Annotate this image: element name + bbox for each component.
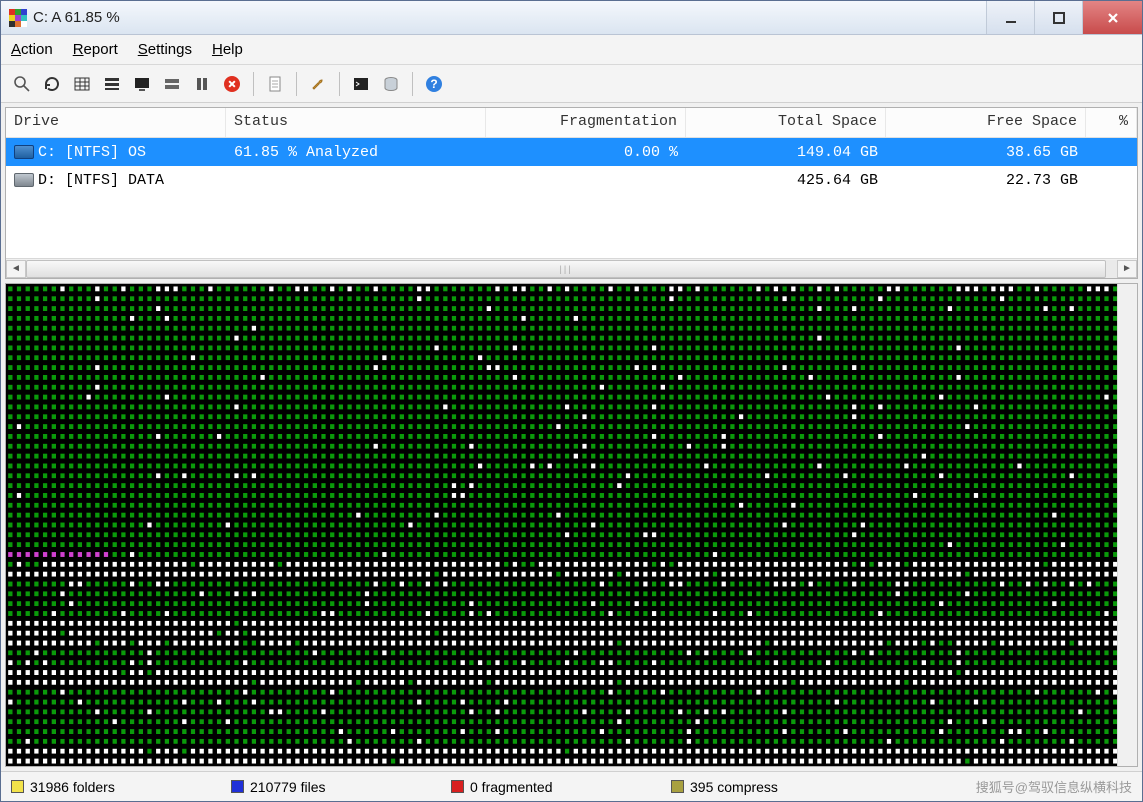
menubar: Action Report Settings Help — [1, 35, 1142, 65]
page-icon[interactable] — [262, 71, 288, 97]
folders-color-icon — [11, 780, 24, 793]
drive-icon — [14, 173, 34, 187]
refresh-icon[interactable] — [39, 71, 65, 97]
app-window: C: A 61.85 % Action Report Settings Help… — [0, 0, 1143, 802]
terminal-icon[interactable] — [348, 71, 374, 97]
close-button[interactable] — [1082, 1, 1142, 34]
drive-icon — [14, 145, 34, 159]
col-total[interactable]: Total Space — [686, 108, 886, 137]
statusbar: 31986 folders 210779 files 0 fragmented … — [1, 771, 1142, 801]
scroll-left-arrow[interactable]: ◄ — [6, 260, 26, 278]
status-files: 210779 files — [231, 779, 451, 795]
drive-row[interactable]: D: [NTFS] DATA425.64 GB22.73 GB — [6, 166, 1137, 194]
help-icon[interactable]: ? — [421, 71, 447, 97]
search-icon[interactable] — [9, 71, 35, 97]
col-frag[interactable]: Fragmentation — [486, 108, 686, 137]
drive-row[interactable]: C: [NTFS] OS61.85 % Analyzed0.00 %149.04… — [6, 138, 1137, 166]
menu-settings[interactable]: Settings — [138, 41, 192, 58]
status-compressed: 395 compress — [671, 779, 891, 795]
col-pct[interactable]: % — [1086, 108, 1137, 137]
scroll-thumb[interactable]: ||| — [26, 260, 1106, 278]
col-drive[interactable]: Drive — [6, 108, 226, 137]
titlebar[interactable]: C: A 61.85 % — [1, 1, 1142, 35]
fragmented-color-icon — [451, 780, 464, 793]
vertical-scrollbar[interactable] — [1117, 284, 1137, 766]
window-title: C: A 61.85 % — [33, 9, 986, 26]
col-free[interactable]: Free Space — [886, 108, 1086, 137]
monitor-icon[interactable] — [129, 71, 155, 97]
status-fragmented: 0 fragmented — [451, 779, 671, 795]
app-icon — [9, 9, 27, 27]
wrench-icon[interactable] — [305, 71, 331, 97]
menu-help[interactable]: Help — [212, 41, 243, 58]
horizontal-scrollbar[interactable]: ◄ ||| ► — [6, 258, 1137, 278]
scroll-right-arrow[interactable]: ► — [1117, 260, 1137, 278]
cluster-map — [5, 283, 1138, 767]
menu-action[interactable]: Action — [11, 41, 53, 58]
compressed-color-icon — [671, 780, 684, 793]
drive-list: Drive Status Fragmentation Total Space F… — [5, 107, 1138, 279]
status-folders: 31986 folders — [11, 779, 231, 795]
table-icon[interactable] — [69, 71, 95, 97]
drive-header: Drive Status Fragmentation Total Space F… — [6, 108, 1137, 138]
col-status[interactable]: Status — [226, 108, 486, 137]
toolbar: ? — [1, 65, 1142, 103]
minimize-button[interactable] — [986, 1, 1034, 34]
database-icon[interactable] — [378, 71, 404, 97]
svg-text:?: ? — [430, 77, 437, 91]
rows-icon[interactable] — [99, 71, 125, 97]
maximize-button[interactable] — [1034, 1, 1082, 34]
menu-report[interactable]: Report — [73, 41, 118, 58]
stop-icon[interactable] — [219, 71, 245, 97]
pause-icon[interactable] — [189, 71, 215, 97]
watermark: 搜狐号@驾驭信息纵横科技 — [976, 777, 1132, 796]
files-color-icon — [231, 780, 244, 793]
blocks-icon[interactable] — [159, 71, 185, 97]
